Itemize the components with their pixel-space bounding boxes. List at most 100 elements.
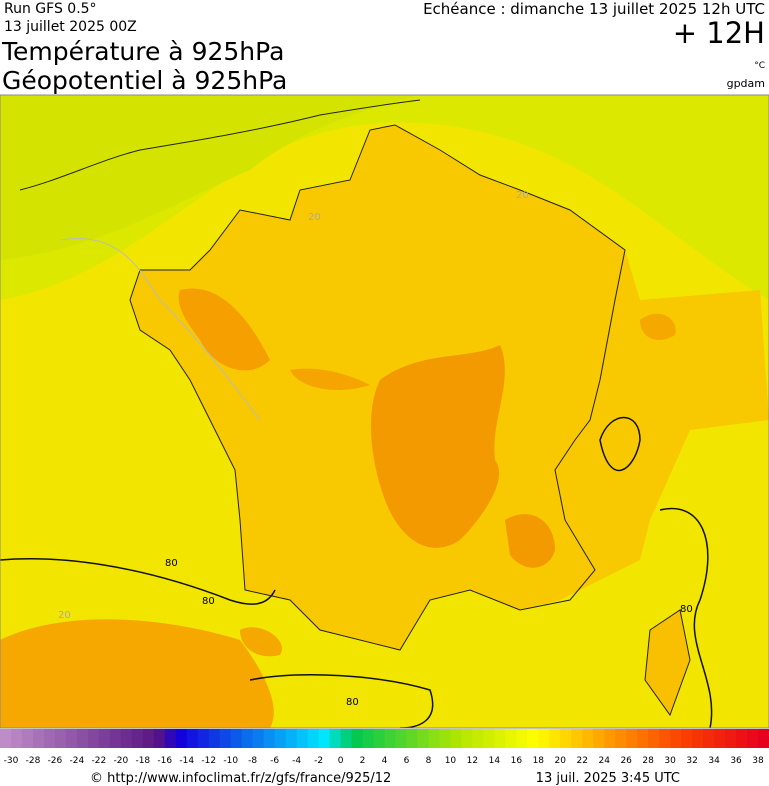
hot-zone [370, 345, 505, 548]
colorbar-cell [142, 729, 155, 748]
colorbar-label: 6 [404, 756, 410, 766]
colorbar-cell [582, 729, 594, 748]
colorbar-cell [516, 729, 528, 748]
hot-zone [640, 313, 676, 340]
run-label: Run GFS 0.5° [4, 1, 97, 17]
colorbar-cell [626, 729, 638, 748]
colorbar-label: 20 [555, 756, 567, 766]
colorbar-cell [175, 729, 188, 748]
colorbar-cell [494, 729, 506, 748]
map: 80 80 80 80 20 20 20 [0, 94, 769, 729]
colorbar-cell [296, 729, 309, 748]
colorbar-cell [32, 729, 45, 748]
colorbar-label: -14 [179, 756, 194, 766]
colorbar-cell [54, 729, 67, 748]
colorbar-cell [439, 729, 451, 748]
colorbar-cell [362, 729, 375, 748]
colorbar-cell [736, 729, 748, 748]
colorbar-cell [615, 729, 627, 748]
colorbar-label: -16 [157, 756, 172, 766]
colorbar-cell [252, 729, 265, 748]
colorbar-cell [285, 729, 298, 748]
colorbar-label: -24 [70, 756, 85, 766]
colorbar-cell [406, 729, 418, 748]
lead-time: + 12H [673, 16, 765, 50]
colorbar-label: -26 [48, 756, 63, 766]
colorbar-label: 2 [360, 756, 366, 766]
title-geo: Géopotentiel à 925hPa [2, 66, 287, 95]
isotherm-label: 20 [58, 610, 71, 621]
colorbar-cell [505, 729, 517, 748]
colorbar-cell [340, 729, 353, 748]
contour-label: 80 [680, 604, 693, 615]
colorbar-cell [384, 729, 396, 748]
colorbar-label: -6 [270, 756, 279, 766]
colorbar-cell [351, 729, 364, 748]
colorbar-cell [307, 729, 320, 748]
colorbar-cell [153, 729, 166, 748]
colorbar-label: -28 [26, 756, 41, 766]
colorbar-cell [538, 729, 550, 748]
hot-zone [505, 514, 555, 568]
colorbar-cell [670, 729, 682, 748]
colorbar-cell [593, 729, 605, 748]
colorbar-cell [230, 729, 243, 748]
contour-label: 80 [202, 596, 215, 607]
footer-source: © http://www.infoclimat.fr/z/gfs/france/… [90, 771, 391, 786]
title-temp: Température à 925hPa [1, 37, 284, 66]
colorbar-label: -20 [113, 756, 128, 766]
colorbar-cell [263, 729, 276, 748]
colorbar-cell [10, 729, 23, 748]
colorbar-cell [274, 729, 287, 748]
colorbar-label: 32 [686, 756, 697, 766]
colorbar-label: -8 [248, 756, 257, 766]
colorbar-cell [483, 729, 495, 748]
contour [0, 558, 276, 605]
colorbar-label: -30 [4, 756, 19, 766]
france-border [129, 124, 626, 651]
footer-stamp: 13 juil. 2025 3:45 UTC [536, 771, 680, 786]
colorbar-cell [571, 729, 583, 748]
unit-geo: gpdam [727, 77, 765, 90]
colorbar-cell [604, 729, 616, 748]
colorbar-cell [659, 729, 671, 748]
colorbar-label: 30 [664, 756, 676, 766]
colorbar-cell [120, 729, 133, 748]
colorbar-label: 36 [730, 756, 742, 766]
colorbar-cell [681, 729, 693, 748]
colorbar-cell [703, 729, 715, 748]
colorbar-label: 0 [338, 756, 344, 766]
colorbar-cell [329, 729, 342, 748]
colorbar-cell [648, 729, 660, 748]
colorbar-cell [450, 729, 462, 748]
echeance: Echéance : dimanche 13 juillet 2025 12h … [423, 0, 765, 18]
colorbar-label: 24 [598, 756, 610, 766]
colorbar-label: -18 [135, 756, 150, 766]
hot-zone [240, 627, 282, 657]
contour-label: 80 [165, 558, 178, 569]
colorbar-cell [373, 729, 385, 748]
cool-zone [0, 95, 420, 260]
colorbar-cell [758, 729, 769, 748]
isotherm-label: 20 [308, 212, 321, 223]
colorbar-cell [98, 729, 111, 748]
colorbar-cell [560, 729, 572, 748]
colorbar-cell [461, 729, 473, 748]
colorbar-label: 14 [489, 756, 501, 766]
hot-zone [290, 368, 370, 390]
coastline-uk [19, 99, 421, 191]
colorbar-label: -22 [92, 756, 107, 766]
corsica [644, 609, 691, 717]
colorbar-label: 22 [577, 756, 588, 766]
colorbar-cell [395, 729, 407, 748]
run-date: 13 juillet 2025 00Z [4, 19, 137, 35]
warm-sea [0, 619, 274, 728]
colorbar-label: -12 [201, 756, 216, 766]
contour [659, 507, 713, 728]
colorbar-label: 28 [642, 756, 654, 766]
colorbar-cell [0, 729, 12, 748]
contour-label: 80 [346, 697, 359, 708]
colorbar-label: 4 [382, 756, 388, 766]
colorbar-cell [208, 729, 221, 748]
